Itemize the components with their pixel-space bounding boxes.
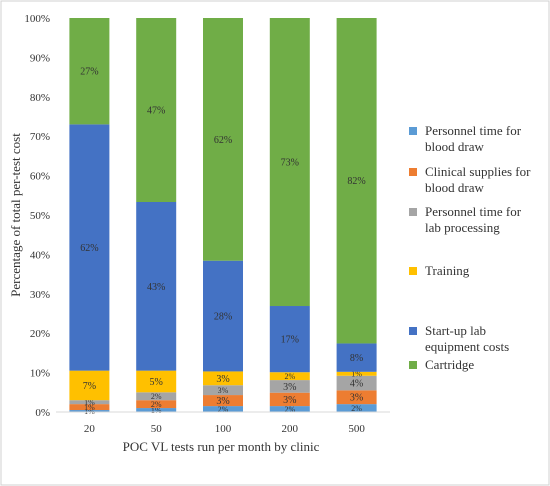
bar-segment bbox=[136, 408, 177, 412]
bar-segment bbox=[336, 18, 377, 344]
bar-segment bbox=[336, 390, 377, 405]
data-label: 2% bbox=[351, 404, 362, 413]
y-axis-title: Percentage of total per-test cost bbox=[8, 133, 23, 297]
bar-segment bbox=[203, 406, 243, 412]
x-tick-label: 500 bbox=[348, 423, 365, 435]
legend: Personnel time for blood draw Clinical sup… bbox=[409, 123, 531, 372]
bar-segment bbox=[269, 306, 310, 373]
bar-segment bbox=[269, 380, 310, 393]
data-label: 3% bbox=[283, 382, 296, 393]
data-label: 2% bbox=[284, 405, 295, 414]
data-label: 2% bbox=[284, 372, 295, 381]
data-label: 73% bbox=[281, 158, 299, 169]
bar-segment bbox=[269, 406, 310, 412]
bar-segment bbox=[336, 404, 377, 412]
data-label: 2% bbox=[151, 392, 162, 401]
data-label: 17% bbox=[281, 335, 299, 346]
data-label: 1% bbox=[351, 370, 362, 379]
legend-swatch bbox=[409, 127, 417, 135]
bar-segment bbox=[203, 385, 243, 396]
data-label: 62% bbox=[80, 243, 98, 254]
y-tick-label: 10% bbox=[30, 368, 50, 380]
y-tick-label: 90% bbox=[30, 52, 50, 64]
y-tick-label: 40% bbox=[30, 249, 50, 261]
data-label: 4% bbox=[350, 379, 363, 390]
bar-segment bbox=[203, 395, 243, 407]
data-label: 3% bbox=[218, 386, 229, 395]
bar-segment bbox=[336, 375, 377, 391]
data-label: 3% bbox=[350, 393, 363, 404]
data-label: 8% bbox=[350, 353, 363, 364]
data-label: 62% bbox=[214, 135, 232, 146]
y-tick-label: 70% bbox=[30, 131, 50, 143]
data-label: 1% bbox=[84, 398, 95, 407]
y-tick-label: 50% bbox=[30, 210, 50, 222]
bar-segment bbox=[203, 18, 243, 261]
bar-segment bbox=[69, 404, 110, 411]
y-tick-label: 100% bbox=[24, 13, 50, 25]
bar-segment bbox=[69, 370, 110, 401]
bar-segment bbox=[269, 392, 310, 407]
bars-layer: 1%1%1%7%62%27%1%2%2%5%43%47%2%3%3%3%28%6… bbox=[69, 18, 377, 416]
bar-segment bbox=[69, 124, 110, 371]
legend-label: Cartridge bbox=[425, 357, 474, 372]
legend-label: Start-up lab equipment costs bbox=[425, 323, 509, 354]
bar-segment bbox=[203, 260, 243, 372]
legend-swatch bbox=[409, 208, 417, 216]
x-axis-title: POC VL tests run per month by clinic bbox=[123, 439, 320, 454]
bar-segment bbox=[69, 400, 110, 405]
data-label: 5% bbox=[150, 377, 163, 388]
legend-swatch bbox=[409, 361, 417, 369]
x-tick-label: 50 bbox=[151, 423, 163, 435]
data-label: 1% bbox=[151, 406, 162, 415]
data-label: 2% bbox=[218, 405, 229, 414]
data-label: 3% bbox=[216, 374, 229, 385]
legend-label: Personnel time for blood draw bbox=[425, 123, 522, 154]
data-label: 1% bbox=[84, 407, 95, 416]
bar-segment bbox=[336, 343, 377, 372]
bar-segment bbox=[336, 371, 377, 376]
legend-swatch bbox=[409, 168, 417, 176]
legend-swatch bbox=[409, 327, 417, 335]
legend-label: Training bbox=[425, 263, 470, 278]
bar-segment bbox=[136, 370, 177, 393]
legend-label: Clinical supplies for blood draw bbox=[425, 164, 531, 195]
y-tick-label: 30% bbox=[30, 289, 50, 301]
axes-layer: 0% 10% 20% 30% 40% 50% 60% 70% 80% 90% 100% 20 50 100… bbox=[24, 13, 390, 435]
bar-segment bbox=[136, 400, 177, 409]
data-label: 28% bbox=[214, 312, 232, 323]
bar-segment bbox=[69, 410, 110, 412]
data-label: 1% bbox=[84, 403, 95, 412]
x-tick-label: 200 bbox=[282, 423, 299, 435]
data-label: 3% bbox=[283, 395, 296, 406]
legend-swatch bbox=[409, 267, 417, 275]
data-label: 27% bbox=[80, 67, 98, 78]
x-tick-label: 20 bbox=[84, 423, 96, 435]
bar-segment bbox=[69, 18, 110, 125]
y-tick-label: 60% bbox=[30, 171, 50, 183]
legend-label: Personnel time for lab processing bbox=[425, 204, 522, 235]
y-tick-label: 0% bbox=[35, 407, 50, 419]
bar-segment bbox=[269, 372, 310, 381]
data-label: 3% bbox=[216, 396, 229, 407]
bar-segment bbox=[136, 201, 177, 371]
data-label: 7% bbox=[83, 381, 96, 392]
y-tick-label: 80% bbox=[30, 92, 50, 104]
data-label: 2% bbox=[151, 400, 162, 409]
bar-segment bbox=[269, 18, 310, 307]
data-label: 47% bbox=[147, 105, 165, 116]
data-label: 43% bbox=[147, 282, 165, 293]
data-label: 82% bbox=[347, 176, 365, 187]
bar-segment bbox=[203, 371, 243, 386]
y-tick-label: 20% bbox=[30, 328, 50, 340]
bar-segment bbox=[136, 392, 177, 401]
x-tick-label: 100 bbox=[215, 423, 232, 435]
bar-segment bbox=[136, 18, 177, 202]
